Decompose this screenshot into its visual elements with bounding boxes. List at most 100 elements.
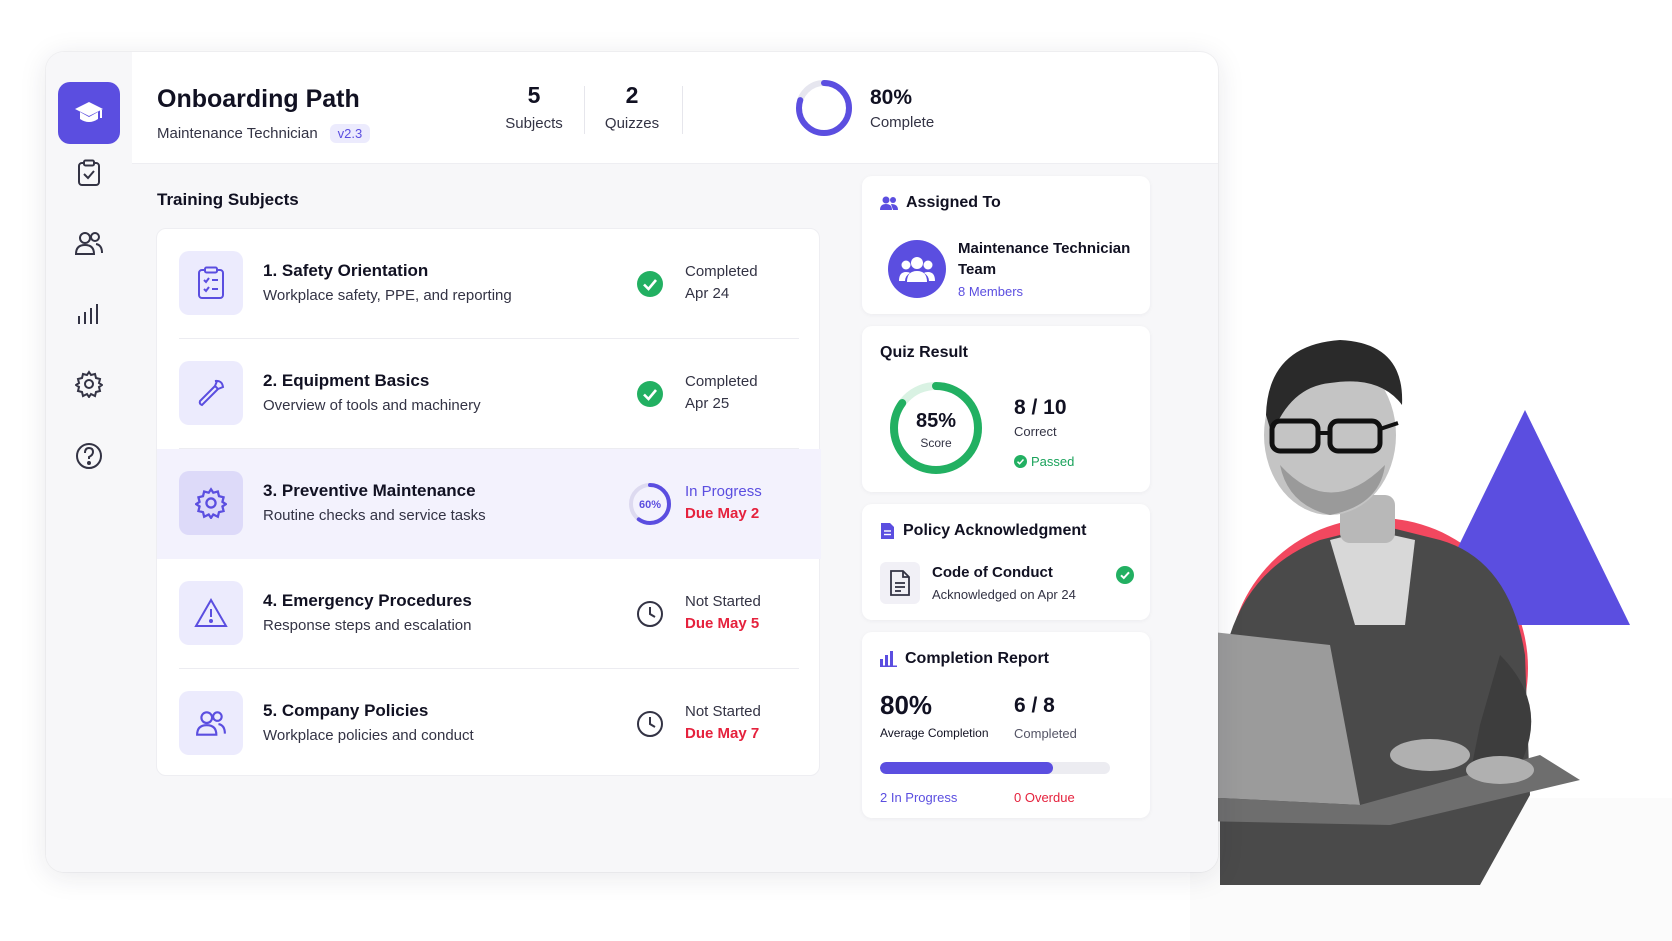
check-circle-icon <box>635 269 665 299</box>
row-divider <box>179 338 799 339</box>
document-icon <box>881 523 894 539</box>
subject-list: 1. Safety Orientation Workplace safety, … <box>156 228 821 779</box>
completion-ring <box>796 80 852 136</box>
person-illustration <box>1180 340 1580 885</box>
gear-icon[interactable] <box>71 366 107 402</box>
subject-title: 5. Company Policies <box>263 701 429 720</box>
header: Onboarding Path Maintenance Technician v… <box>132 52 1218 164</box>
decorative-triangle <box>1420 410 1630 625</box>
team-icon <box>880 196 898 210</box>
subject-status: Completed <box>685 373 758 390</box>
completed-label: Completed <box>1014 726 1077 741</box>
version-badge: v2.3 <box>329 124 371 143</box>
section-title: Training Subjects <box>157 190 299 209</box>
quizzes-stat: 2 Quizzes <box>592 82 672 132</box>
subject-description: Routine checks and service tasks <box>263 507 486 524</box>
wrench-icon <box>179 361 243 425</box>
row-divider <box>179 448 799 449</box>
quiz-result-card: Quiz Result 85% Score 8 / 10 Correct Pas… <box>862 326 1150 492</box>
team-members[interactable]: 8 Members <box>958 284 1024 299</box>
clock-icon <box>635 709 665 739</box>
subject-description: Response steps and escalation <box>263 617 472 634</box>
card-title: Assigned To <box>880 194 1001 212</box>
warning-icon <box>179 581 243 645</box>
check-circle-icon <box>1116 566 1134 584</box>
clipboard-check-icon[interactable] <box>71 155 107 191</box>
decorative-floor <box>1190 798 1672 941</box>
gear-icon <box>179 471 243 535</box>
completion-percent: 80% <box>870 86 913 109</box>
progress-bar <box>880 762 1110 774</box>
subject-status: Completed <box>685 263 758 280</box>
check-circle-icon <box>1014 455 1027 468</box>
policy-card: Policy Acknowledgment Code of Conduct Ac… <box>862 504 1150 620</box>
passed-badge: Passed <box>1014 454 1074 469</box>
subject-description: Workplace policies and conduct <box>263 727 474 744</box>
page-subtitle: Maintenance Technician v2.3 <box>157 124 371 143</box>
subject-title: 4. Emergency Procedures <box>263 591 472 610</box>
correct-label: Correct <box>1014 424 1057 439</box>
completion-report-card: Completion Report 80% Average Completion… <box>862 632 1150 818</box>
average-completion-label: Average Completion <box>880 726 989 740</box>
subject-row[interactable]: 5. Company Policies Workplace policies a… <box>157 669 821 779</box>
subject-due-date: Due May 7 <box>685 725 760 742</box>
bar-chart-icon <box>880 651 897 667</box>
subject-description: Workplace safety, PPE, and reporting <box>263 287 512 304</box>
subject-row[interactable]: 4. Emergency Procedures Response steps a… <box>157 559 821 669</box>
subject-title: 1. Safety Orientation <box>263 261 429 280</box>
subject-row[interactable]: 2. Equipment Basics Overview of tools an… <box>157 339 821 449</box>
role-name: Maintenance Technician <box>157 125 318 142</box>
team-avatar[interactable] <box>888 240 946 298</box>
subject-due-date: Due May 2 <box>685 505 760 522</box>
subject-status: Not Started <box>685 703 761 720</box>
completed-count: 6 / 8 <box>1014 694 1055 717</box>
bar-chart-icon[interactable] <box>71 296 107 332</box>
document-name[interactable]: Code of Conduct <box>932 564 1053 581</box>
page-title: Onboarding Path <box>157 85 360 113</box>
progress-ring: 60% <box>629 483 671 525</box>
card-title: Quiz Result <box>880 344 969 361</box>
clock-icon <box>635 599 665 629</box>
right-panel: Assigned To Maintenance Technician Team … <box>852 164 1218 872</box>
decorative-circle <box>1228 518 1528 818</box>
overdue-count[interactable]: 0 Overdue <box>1014 790 1075 805</box>
correct-count: 8 / 10 <box>1014 396 1067 419</box>
subjects-stat: 5 Subjects <box>494 82 574 132</box>
subject-date: Apr 25 <box>685 395 730 412</box>
clipboard-list-icon <box>179 251 243 315</box>
document-icon[interactable] <box>880 562 920 604</box>
progress-percent: 60% <box>639 499 661 511</box>
row-divider <box>179 668 799 669</box>
progress-bar-fill <box>880 762 1053 774</box>
subject-date: Apr 24 <box>685 285 730 302</box>
subject-description: Overview of tools and machinery <box>263 397 481 414</box>
help-icon[interactable] <box>71 438 107 474</box>
users-icon[interactable] <box>71 225 107 261</box>
subject-title: 2. Equipment Basics <box>263 371 430 390</box>
team-name[interactable]: Maintenance Technician Team <box>958 240 1131 278</box>
divider <box>682 86 683 134</box>
graduation-cap-icon[interactable] <box>58 82 120 144</box>
acknowledged-date: Acknowledged on Apr 24 <box>932 587 1076 602</box>
training-subjects-panel: Training Subjects 1. Safety Orientation … <box>132 164 852 872</box>
quizzes-count: 2 <box>625 82 639 108</box>
subject-title: 3. Preventive Maintenance <box>263 481 476 500</box>
subject-status: Not Started <box>685 593 761 610</box>
subjects-label: Subjects <box>505 115 563 132</box>
subject-row[interactable]: 1. Safety Orientation Workplace safety, … <box>157 229 821 339</box>
check-circle-icon <box>635 379 665 409</box>
average-completion-value: 80% <box>880 690 933 720</box>
divider <box>584 86 585 134</box>
subject-due-date: Due May 5 <box>685 615 760 632</box>
subjects-count: 5 <box>527 82 541 108</box>
card-title: Completion Report <box>880 650 1049 668</box>
completion-label: Complete <box>870 114 935 131</box>
score-percent: 85% <box>915 410 957 432</box>
users-icon <box>179 691 243 755</box>
subject-status: In Progress <box>685 483 762 500</box>
card-title: Policy Acknowledgment <box>880 522 1086 540</box>
sidebar <box>46 52 132 872</box>
subject-row-active[interactable]: 3. Preventive Maintenance Routine checks… <box>157 449 821 559</box>
assigned-card: Assigned To Maintenance Technician Team … <box>862 176 1150 314</box>
in-progress-count[interactable]: 2 In Progress <box>880 790 958 805</box>
